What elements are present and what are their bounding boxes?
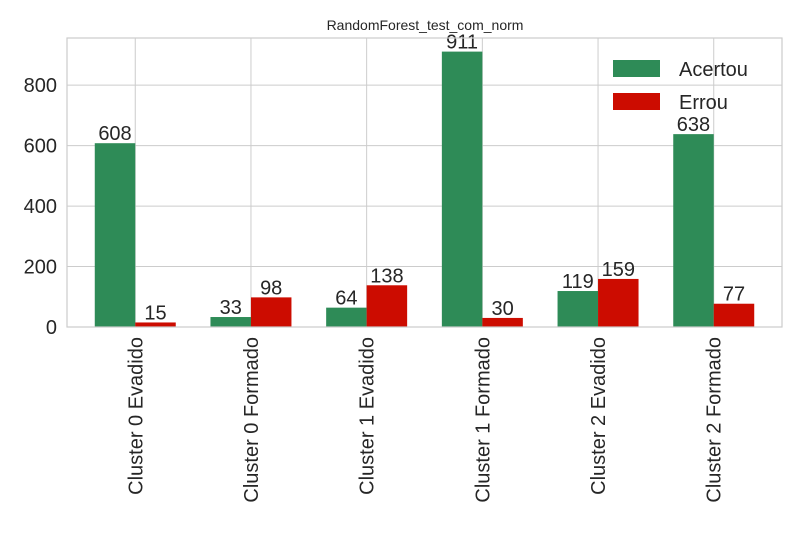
- chart-title: RandomForest_test_com_norm: [327, 17, 524, 33]
- bar-value-label: 64: [335, 288, 357, 310]
- bar-value-label: 911: [446, 32, 478, 54]
- bar-acertou: [326, 307, 367, 327]
- legend: Acertou Errou: [613, 59, 748, 114]
- x-tick-label: Cluster 2 Evadido: [588, 337, 610, 495]
- bar-value-labels: 608 33 64 911 119 638 15 98 138 30 159 77: [98, 32, 745, 325]
- bar-acertou: [441, 51, 483, 328]
- y-tick-label: 600: [24, 136, 57, 158]
- bar-errou: [598, 278, 639, 327]
- bar-acertou: [210, 317, 251, 327]
- legend-swatch-acertou: [613, 60, 660, 77]
- bar-errou: [366, 285, 408, 327]
- y-tick-label: 400: [24, 196, 57, 218]
- bar-acertou: [673, 134, 714, 327]
- bar-errou: [250, 297, 292, 327]
- bar-errou: [713, 303, 755, 327]
- bar-errou: [135, 322, 176, 327]
- bar-value-label: 638: [677, 114, 710, 136]
- x-tick-label: Cluster 1 Formado: [472, 337, 494, 503]
- legend-label-errou: Errou: [679, 92, 728, 114]
- bars: [94, 51, 755, 328]
- bar-value-label: 33: [220, 297, 242, 319]
- bar-value-label: 30: [491, 298, 513, 320]
- y-axis-ticks: 0 200 400 600 800: [24, 75, 57, 339]
- bar-value-label: 98: [260, 277, 282, 299]
- y-tick-label: 200: [24, 257, 57, 279]
- plot-area-frame: [66, 37, 783, 328]
- bar-value-label: 15: [144, 302, 166, 324]
- bar-value-label: 138: [370, 265, 403, 287]
- legend-swatch-errou: [613, 93, 660, 110]
- x-tick-label: Cluster 0 Formado: [241, 337, 263, 503]
- y-tick-label: 0: [46, 317, 57, 339]
- legend-label-acertou: Acertou: [679, 59, 748, 81]
- bar-value-label: 608: [98, 123, 131, 145]
- x-tick-label: Cluster 1 Evadido: [357, 337, 379, 495]
- bar-acertou: [94, 143, 136, 327]
- x-tick-label: Cluster 2 Formado: [704, 337, 726, 503]
- bar-errou: [482, 317, 523, 327]
- bar-value-label: 119: [562, 271, 594, 293]
- y-tick-label: 800: [24, 75, 57, 97]
- x-axis-ticks: Cluster 0 Evadido Cluster 0 Formado Cluste…: [125, 337, 725, 503]
- bar-acertou: [557, 291, 599, 327]
- bar-value-label: 159: [602, 259, 635, 281]
- bar-value-label: 77: [723, 284, 745, 306]
- x-tick-label: Cluster 0 Evadido: [125, 337, 147, 495]
